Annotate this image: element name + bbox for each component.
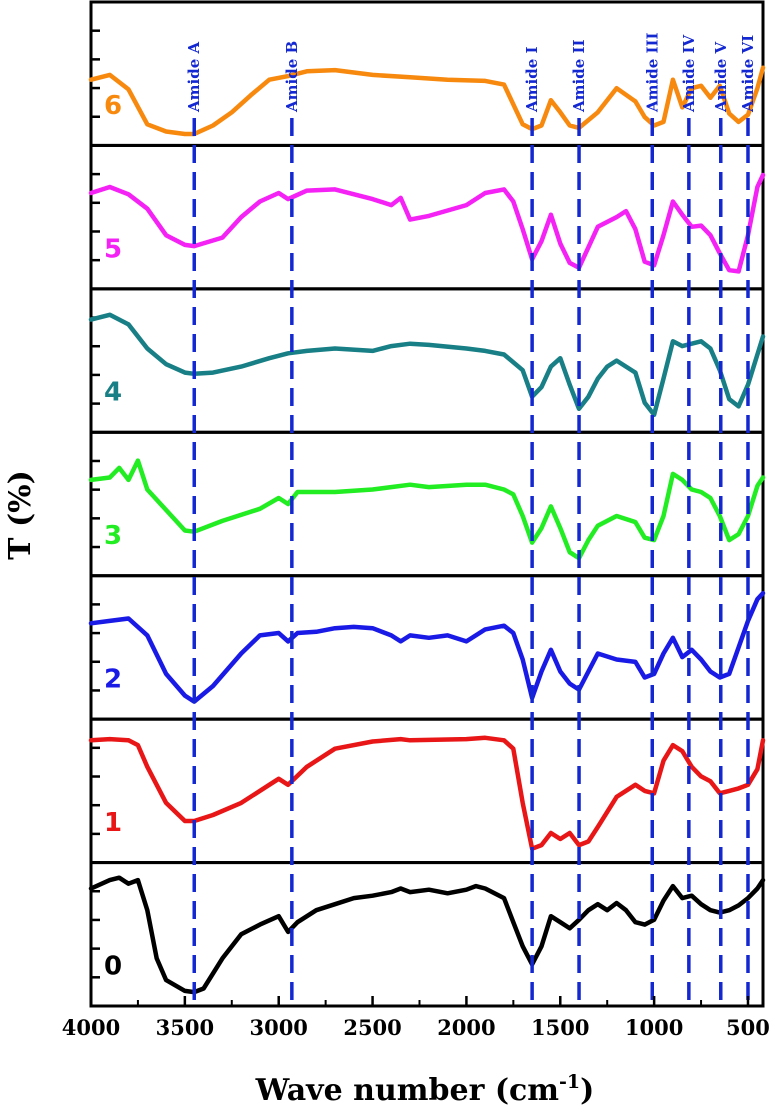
amide-markers xyxy=(192,118,750,1006)
x-axis-ticks xyxy=(89,996,750,1006)
x-axis-title-sup: -1 xyxy=(559,1071,580,1093)
panel-frame xyxy=(89,287,765,434)
x-tick-label: 3000 xyxy=(249,1015,307,1040)
series-label-1: 1 xyxy=(104,808,122,838)
panel-1 xyxy=(88,717,766,865)
x-tick-label: 3500 xyxy=(156,1015,214,1040)
series-line-3 xyxy=(88,458,766,561)
series-label-4: 4 xyxy=(104,378,122,408)
x-axis-title-main: Wave number (cm xyxy=(255,1073,560,1108)
panel-5 xyxy=(88,143,766,291)
series-label-6: 6 xyxy=(104,91,122,121)
x-tick-label: 4000 xyxy=(62,1015,120,1040)
amide-label-5: Amide III xyxy=(643,32,661,113)
series-line-0 xyxy=(88,875,766,995)
x-tick-label: 2000 xyxy=(437,1015,495,1040)
series-labels: 6 5 4 3 2 1 0 xyxy=(104,91,122,982)
series-line-4 xyxy=(88,312,766,418)
x-tick-label: 1000 xyxy=(625,1015,683,1040)
amide-label-1: Amide A xyxy=(185,42,203,113)
panels xyxy=(88,0,766,1008)
amide-label-3: Amide I xyxy=(523,47,541,113)
x-axis-title-end: ) xyxy=(580,1073,594,1108)
series-line-2 xyxy=(88,590,766,704)
amide-label-4: Amide II xyxy=(570,40,588,114)
amide-labels: Amide A Amide B Amide I Amide II Amide III Am… xyxy=(185,32,757,113)
series-line-6 xyxy=(88,65,766,137)
x-axis-tick-labels: 4000 3500 3000 2500 2000 1500 1000 500 xyxy=(62,1015,770,1040)
series-label-2: 2 xyxy=(104,665,122,695)
amide-label-8: Amide VI xyxy=(739,35,757,113)
amide-label-7: Amide V xyxy=(712,42,730,113)
panel-0 xyxy=(88,861,766,1008)
panel-2 xyxy=(88,574,766,721)
x-tick-label: 500 xyxy=(726,1015,770,1040)
panel-frame xyxy=(89,861,765,1008)
x-axis-title: Wave number (cm-1) xyxy=(255,1071,595,1108)
panel-4 xyxy=(88,287,766,434)
x-tick-label: 1500 xyxy=(531,1015,589,1040)
series-line-1 xyxy=(88,735,766,851)
amide-label-6: Amide IV xyxy=(680,35,698,113)
series-label-5: 5 xyxy=(104,234,122,264)
series-label-0: 0 xyxy=(104,951,122,981)
y-axis-title: T (%) xyxy=(3,470,38,560)
x-tick-label: 2500 xyxy=(343,1015,401,1040)
series-label-3: 3 xyxy=(104,521,122,551)
series-line-5 xyxy=(88,172,766,274)
amide-label-2: Amide B xyxy=(283,41,301,113)
panel-frame xyxy=(89,430,765,578)
panel-3 xyxy=(88,430,766,578)
